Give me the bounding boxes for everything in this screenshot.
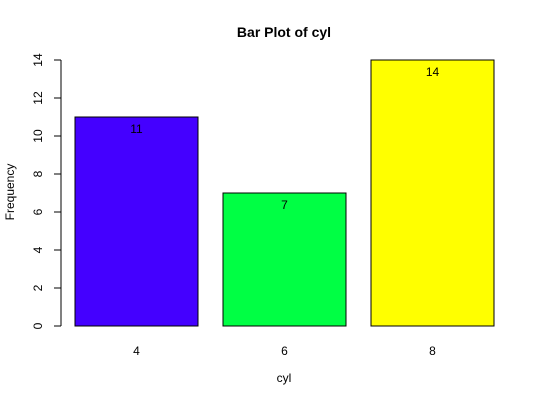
y-tick-label-14: 14	[31, 53, 45, 67]
data-label-6: 7	[281, 198, 288, 212]
x-axis-tick-labels: 4 6 8	[133, 344, 436, 358]
y-tick-label-8: 8	[31, 170, 45, 177]
y-axis: 0 2 4 6 8 10 12 14	[31, 53, 62, 329]
y-tick-label-2: 2	[31, 284, 45, 291]
bar-6	[222, 192, 347, 327]
plot-area: 11 7 14	[74, 59, 495, 327]
y-axis-label: Frequency	[3, 164, 17, 221]
x-tick-label-4: 4	[133, 344, 140, 358]
y-tick-label-6: 6	[31, 208, 45, 215]
y-tick-label-4: 4	[31, 246, 45, 253]
bar-8	[370, 59, 495, 327]
data-label-4: 11	[130, 122, 143, 136]
x-tick-label-6: 6	[281, 344, 288, 358]
x-tick-label-8: 8	[429, 344, 436, 358]
x-axis-label: cyl	[277, 371, 292, 385]
y-tick-label-12: 12	[31, 91, 45, 105]
chart-title: Bar Plot of cyl	[237, 24, 331, 40]
data-label-8: 14	[426, 65, 440, 79]
bar-4	[74, 116, 199, 327]
y-tick-label-0: 0	[31, 322, 45, 329]
y-tick-label-10: 10	[31, 129, 45, 143]
